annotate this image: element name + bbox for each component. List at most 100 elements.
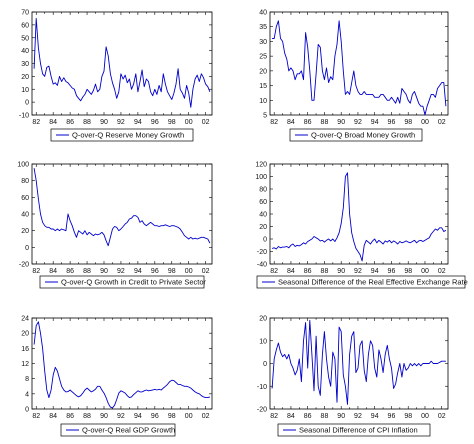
y-tick-label: 100 — [17, 162, 29, 169]
x-tick-label: 82 — [32, 413, 40, 420]
y-tick-label: 50 — [21, 35, 29, 42]
series-line — [272, 20, 447, 116]
x-tick-label: 90 — [337, 268, 345, 275]
legend-label: Q-over-Q Real GDP Growth — [82, 426, 175, 435]
x-tick-label: 92 — [117, 413, 125, 420]
legend-label: Q-over-Q Reserve Money Growth — [72, 131, 184, 140]
x-tick-label: 98 — [168, 119, 176, 126]
y-tick-label: 120 — [255, 162, 267, 169]
x-tick-label: 02 — [202, 413, 210, 420]
x-tick-label: 94 — [134, 268, 142, 275]
x-tick-label: 90 — [337, 413, 345, 420]
y-tick-label: 0 — [263, 237, 267, 244]
x-tick-label: 86 — [66, 119, 74, 126]
y-tick-label: 10 — [259, 338, 267, 345]
x-tick-label: 02 — [202, 119, 210, 126]
x-tick-label: 98 — [404, 413, 412, 420]
x-tick-label: 94 — [371, 268, 379, 275]
plot-frame — [269, 11, 449, 116]
x-tick-label: 84 — [49, 119, 57, 126]
y-tick-label: 60 — [259, 199, 267, 206]
x-tick-label: 94 — [371, 413, 379, 420]
y-tick-label: -10 — [19, 113, 29, 120]
x-tick-label: 88 — [83, 119, 91, 126]
x-tick-label: 90 — [100, 268, 108, 275]
y-tick-label: 20 — [259, 316, 267, 323]
y-tick-label: 80 — [259, 187, 267, 194]
x-tick-label: 98 — [404, 268, 412, 275]
chart-panel: -20 -10 0 10 20 82 84 86 88 90 92 94 96 98 00 02 Seasona… — [257, 316, 449, 437]
y-tick-label: 15 — [259, 83, 267, 90]
legend-label: Q-over-Q Growth in Credit to Private Sec… — [61, 278, 207, 287]
series-line — [33, 17, 211, 108]
y-tick-label: 40 — [259, 10, 267, 17]
chart-panel: -10 0 10 20 30 40 50 60 70 82 84 86 88 90 92 94 96 98 00 02… — [19, 10, 213, 142]
legend-label: Seasonal Difference of the Real Effectiv… — [278, 278, 468, 287]
y-tick-label: 0 — [25, 407, 29, 414]
x-tick-label: 00 — [421, 413, 429, 420]
plot-frame — [31, 11, 213, 116]
series-line — [271, 319, 446, 405]
x-tick-label: 02 — [438, 413, 446, 420]
x-tick-label: 96 — [151, 413, 159, 420]
x-tick-label: 02 — [438, 119, 446, 126]
y-tick-label: -20 — [257, 407, 267, 414]
y-tick-label: 0 — [25, 100, 29, 107]
x-tick-label: 86 — [66, 413, 74, 420]
legend-box — [256, 275, 466, 289]
legend-label: Q-over-Q Broad Money Growth — [311, 131, 415, 140]
x-tick-label: 00 — [185, 268, 193, 275]
chart-panel: 0 4 8 12 16 20 24 82 84 86 88 90 92 94 96 98 00 02 Q-over-… — [21, 316, 213, 437]
x-tick-label: 94 — [134, 119, 142, 126]
x-tick-label: 02 — [202, 268, 210, 275]
y-tick-label: 24 — [21, 316, 29, 323]
x-tick-label: 00 — [421, 119, 429, 126]
y-tick-label: 16 — [21, 346, 29, 353]
x-tick-label: 94 — [134, 413, 142, 420]
legend-box — [50, 128, 194, 142]
x-tick-label: 82 — [32, 119, 40, 126]
y-tick-label: 10 — [259, 98, 267, 105]
x-tick-label: 84 — [287, 268, 295, 275]
x-tick-label: 82 — [270, 268, 278, 275]
y-tick-label: 80 — [21, 178, 29, 185]
x-tick-label: 84 — [287, 119, 295, 126]
series-line — [271, 172, 447, 262]
x-tick-label: 88 — [321, 413, 329, 420]
x-tick-label: 84 — [49, 413, 57, 420]
x-tick-label: 94 — [371, 119, 379, 126]
x-tick-label: 96 — [151, 119, 159, 126]
y-tick-label: 20 — [21, 228, 29, 235]
x-tick-label: 92 — [354, 413, 362, 420]
chart-panel: -20 0 20 40 60 80 100 82 84 86 88 90 92 94 96 98 00 02 Q-o… — [17, 162, 213, 289]
y-tick-label: -20 — [19, 262, 29, 269]
y-tick-label: 10 — [21, 87, 29, 94]
x-tick-label: 92 — [117, 268, 125, 275]
x-tick-label: 96 — [388, 268, 396, 275]
x-tick-label: 96 — [388, 119, 396, 126]
legend-box — [289, 128, 423, 142]
y-tick-label: 20 — [259, 224, 267, 231]
y-tick-label: 4 — [25, 391, 29, 398]
y-tick-label: -10 — [257, 384, 267, 391]
y-tick-label: -20 — [257, 249, 267, 256]
x-tick-label: 02 — [438, 268, 446, 275]
y-tick-label: 0 — [25, 245, 29, 252]
x-tick-label: 82 — [270, 413, 278, 420]
x-tick-label: 90 — [337, 119, 345, 126]
y-tick-label: 8 — [25, 376, 29, 383]
x-tick-label: 92 — [354, 268, 362, 275]
y-tick-label: 0 — [263, 361, 267, 368]
y-tick-label: 12 — [21, 361, 29, 368]
y-tick-label: 20 — [21, 74, 29, 81]
legend-box — [277, 423, 431, 437]
y-tick-label: 40 — [259, 212, 267, 219]
y-tick-label: 60 — [21, 22, 29, 29]
x-tick-label: 86 — [304, 268, 312, 275]
y-tick-label: 25 — [259, 54, 267, 61]
x-tick-label: 88 — [321, 268, 329, 275]
legend-box — [39, 275, 205, 289]
x-tick-label: 86 — [66, 268, 74, 275]
